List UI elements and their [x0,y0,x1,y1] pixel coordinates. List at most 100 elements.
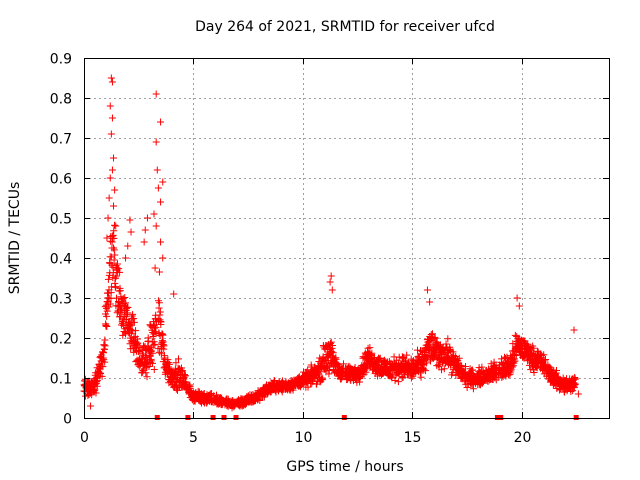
data-point [100,345,108,353]
x-tick-label: 0 [80,430,89,446]
axis-ticks [84,58,609,419]
data-point [108,166,116,174]
data-point [403,351,411,359]
data-point [155,299,163,307]
data-point [98,372,106,380]
data-point [394,378,402,386]
data-point [112,272,120,280]
data-point [329,349,337,357]
data-point [106,259,114,267]
data-point [366,344,374,352]
data-point [327,338,335,346]
data-point [417,347,425,355]
data-point [530,369,538,377]
data-point [110,154,118,162]
data-point [423,359,431,367]
data-point [304,383,312,391]
data-point [150,365,158,373]
data-point [152,90,160,98]
data-point [101,358,109,366]
y-tick-label: 0.7 [50,132,72,148]
data-point [316,354,324,362]
data-point [130,318,138,326]
data-point [101,336,109,344]
data-point [420,366,428,374]
data-point [429,354,437,362]
data-point [103,312,111,320]
y-tick-label: 0.5 [50,212,72,228]
data-point [155,268,163,276]
data-point [574,390,582,398]
data-point [431,334,439,342]
data-point [422,355,430,363]
y-tick-label: 0 [63,412,72,428]
data-point [121,294,129,302]
y-axis-title: SRMTID / TECUs [7,182,23,295]
data-point [452,353,460,361]
data-point [97,370,105,378]
data-point [156,348,164,356]
data-point [151,340,159,348]
data-point [103,307,111,315]
data-point [141,226,149,234]
data-point [449,348,457,356]
y-tick-labels: 0 0.1 0.2 0.3 0.4 0.5 0.6 0.7 0.8 0.9 [50,52,72,428]
data-point [172,385,180,393]
data-point [455,354,463,362]
x-tick-labels: 0 5 10 15 20 [80,430,531,446]
data-point [111,186,119,194]
y-tick-label: 0.4 [50,252,72,268]
data-gap-marker [210,415,216,420]
data-point [113,260,121,268]
data-point [143,373,151,381]
data-point [462,362,470,370]
data-point [119,294,127,302]
data-point [175,355,182,363]
data-point [463,383,471,391]
data-point [515,302,523,310]
data-point [440,365,448,373]
data-point [416,369,424,377]
data-point [468,366,476,374]
data-point [537,350,545,358]
data-point [508,363,516,371]
x-tick-label: 10 [295,430,313,446]
data-point [567,388,575,396]
data-point [186,383,194,391]
data-point [132,327,140,335]
data-point [127,228,135,236]
data-point [143,214,151,222]
data-point [159,331,167,339]
data-point [135,348,143,356]
data-point [142,369,150,377]
data-point [108,78,116,86]
data-point [328,286,336,294]
data-point [423,286,431,294]
data-point [156,308,164,316]
data-point [110,244,118,252]
data-point [105,303,113,311]
data-gap-markers [154,415,579,420]
data-point [153,166,161,174]
data-point [111,251,119,259]
x-tick-label: 5 [189,430,198,446]
data-gap-marker [221,415,227,420]
x-tick-label: 15 [404,430,422,446]
y-tick-label: 0.3 [50,292,72,308]
y-tick-label: 0.8 [50,92,72,108]
data-point [339,360,347,368]
data-point [387,373,395,381]
data-point [116,268,124,276]
data-point [524,340,532,348]
data-point [92,389,100,397]
y-tick-label: 0.6 [50,172,72,188]
data-point [376,354,384,362]
data-point [110,202,118,210]
data-point [110,234,118,242]
data-point [571,380,579,388]
data-point [106,102,114,110]
data-point [87,402,95,410]
plot-frame [84,58,610,419]
data-point [570,326,578,334]
